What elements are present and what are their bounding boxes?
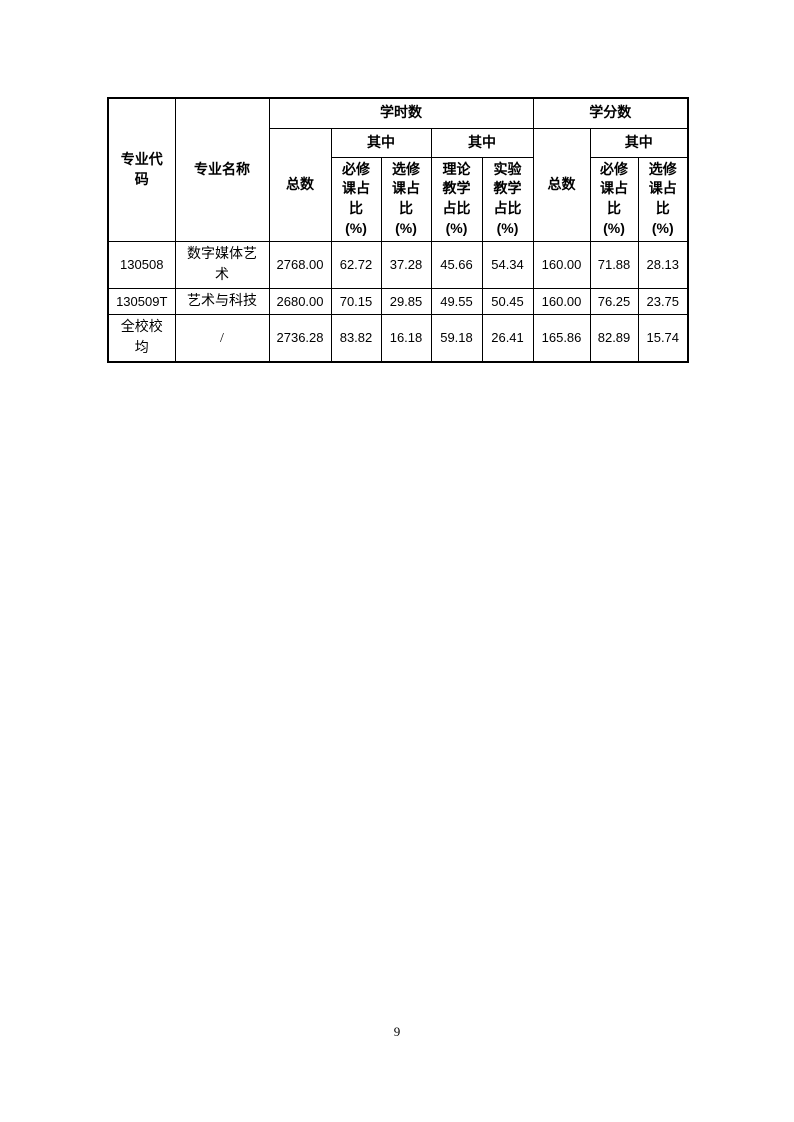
header-row-sub: 必修 课占 比 (%) 选修 课占 比 (%) 理论 教学 占比 (%) 实验 …	[108, 156, 689, 242]
cell-hours-required-share: 70.15	[330, 288, 382, 315]
header-program-name: 专业名称	[174, 97, 270, 242]
cell-credits-elective-share: 23.75	[637, 288, 689, 315]
cell-hours-experiment-share: 50.45	[481, 288, 534, 315]
cell-hours-theory-share: 45.66	[430, 241, 483, 289]
cell-credits-required-share: 82.89	[589, 314, 639, 363]
cell-credits-required-share: 71.88	[589, 241, 639, 289]
cell-hours-elective-share: 16.18	[380, 314, 432, 363]
cell-program-code: 130508	[107, 241, 176, 289]
header-hours-required-share: 必修 课占 比 (%)	[330, 156, 382, 242]
cell-program-name: 艺术与科技	[174, 288, 270, 315]
cell-credits-elective-share: 28.13	[637, 241, 689, 289]
cell-hours-elective-share: 37.28	[380, 241, 432, 289]
cell-credits-elective-share: 15.74	[637, 314, 689, 363]
header-hours-experiment-share: 实验 教学 占比 (%)	[481, 156, 534, 242]
cell-hours-theory-share: 49.55	[430, 288, 483, 315]
cell-credits-total: 160.00	[532, 241, 591, 289]
header-credits-total: 总数	[532, 127, 591, 242]
header-hours-elective-share: 选修 课占 比 (%)	[380, 156, 432, 242]
program-hours-credits-table: 专业代 码 专业名称 学时数 学分数 总数 其中 其中 总数 其中 必修 课占 …	[107, 97, 690, 363]
cell-program-code: 全校校 均	[107, 314, 176, 363]
cell-hours-elective-share: 29.85	[380, 288, 432, 315]
cell-hours-required-share: 83.82	[330, 314, 382, 363]
header-hours-among-2: 其中	[430, 127, 534, 158]
cell-hours-experiment-share: 54.34	[481, 241, 534, 289]
header-row-among: 总数 其中 其中 总数 其中	[108, 127, 689, 242]
header-hours-group: 学时数	[268, 97, 534, 129]
table-row: 全校校 均 / 2736.28 83.82 16.18 59.18 26.41 …	[107, 314, 689, 363]
header-credits-required-share: 必修 课占 比 (%)	[589, 156, 639, 242]
cell-credits-total: 160.00	[532, 288, 591, 315]
header-hours-theory-share: 理论 教学 占比 (%)	[430, 156, 483, 242]
table-row: 130508 数字媒体艺 术 2768.00 62.72 37.28 45.66…	[107, 241, 689, 289]
cell-hours-total: 2736.28	[268, 314, 332, 363]
cell-hours-experiment-share: 26.41	[481, 314, 534, 363]
cell-hours-theory-share: 59.18	[430, 314, 483, 363]
cell-program-name: /	[174, 314, 270, 363]
cell-credits-total: 165.86	[532, 314, 591, 363]
header-hours-total: 总数	[268, 127, 332, 242]
cell-program-name: 数字媒体艺 术	[174, 241, 270, 289]
cell-program-code: 130509T	[107, 288, 176, 315]
table-row: 130509T 艺术与科技 2680.00 70.15 29.85 49.55 …	[107, 288, 689, 315]
header-credits-among: 其中	[589, 127, 689, 158]
cell-hours-total: 2768.00	[268, 241, 332, 289]
cell-credits-required-share: 76.25	[589, 288, 639, 315]
header-row-groups: 专业代 码 专业名称 学时数 学分数	[107, 97, 689, 242]
header-credits-elective-share: 选修 课占 比 (%)	[637, 156, 689, 242]
header-program-code: 专业代 码	[107, 97, 176, 242]
header-credits-group: 学分数	[532, 97, 689, 129]
page-number: 9	[393, 1024, 401, 1039]
header-hours-among-1: 其中	[330, 127, 432, 158]
cell-hours-total: 2680.00	[268, 288, 332, 315]
cell-hours-required-share: 62.72	[330, 241, 382, 289]
